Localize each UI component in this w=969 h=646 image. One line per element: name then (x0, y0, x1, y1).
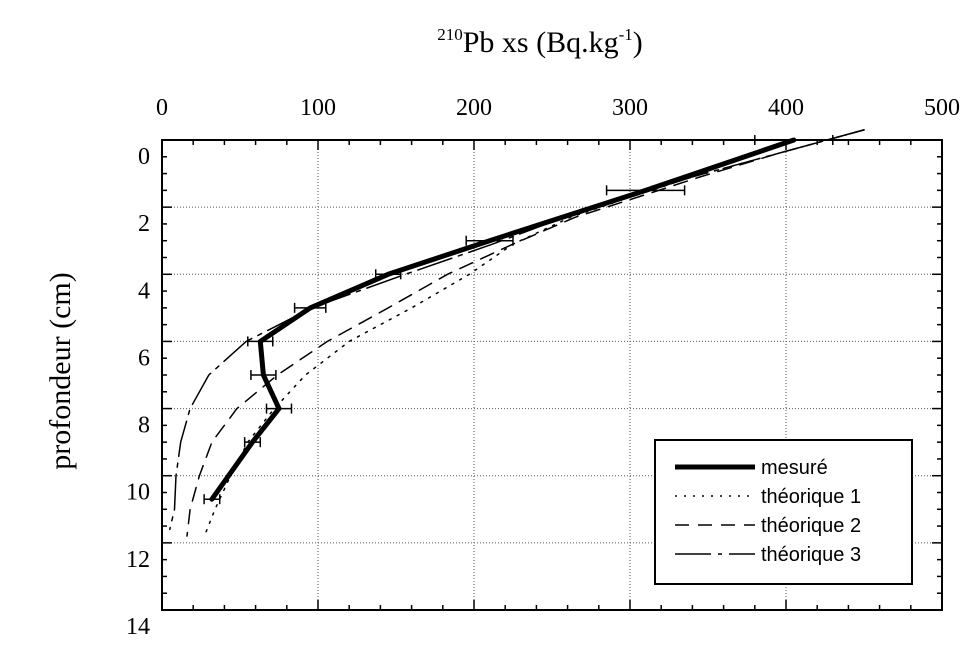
title-main: Pb xs (Bq.kg (463, 26, 619, 59)
title-isotope: 210 (437, 25, 463, 44)
x-tick-label: 300 (612, 95, 648, 121)
legend-label-mesure: mesuré (761, 457, 828, 479)
x-tick-label: 100 (300, 95, 336, 121)
y-tick-label: 0 (138, 144, 150, 170)
y-tick-label: 10 (126, 480, 150, 506)
x-tick-labels: 0 100 200 300 400 500 (156, 95, 960, 121)
legend: mesuré théorique 1 théorique 2 théorique… (654, 439, 913, 585)
y-tick-labels: 0 2 4 6 8 10 12 14 (126, 144, 150, 640)
legend-label-theorique-3: théorique 3 (761, 544, 861, 566)
y-axis-label: profondeur (cm) (44, 272, 77, 469)
title-unit-exponent: -1 (619, 25, 633, 44)
series-group (169, 129, 865, 537)
legend-label-theorique-1: théorique 1 (761, 486, 861, 508)
series-line-theorique-3 (169, 129, 865, 531)
title-close: ) (633, 26, 643, 59)
x-tick-label: 0 (156, 95, 168, 121)
y-tick-label: 14 (126, 614, 150, 640)
y-tick-label: 12 (126, 547, 150, 573)
series-line-mesure (209, 137, 797, 502)
y-tick-label: 6 (138, 345, 150, 371)
x-tick-label: 500 (924, 95, 960, 121)
series-line-theorique-2 (186, 129, 865, 537)
y-tick-label: 4 (138, 278, 150, 304)
x-tick-label: 200 (456, 95, 492, 121)
y-tick-label: 2 (138, 211, 150, 237)
x-tick-label: 400 (768, 95, 804, 121)
legend-box (654, 439, 913, 585)
chart-title: 210Pb xs (Bq.kg-1) (437, 25, 643, 59)
y-tick-label: 8 (138, 413, 150, 439)
legend-label-theorique-2: théorique 2 (761, 515, 861, 537)
plot-frame (161, 139, 943, 611)
